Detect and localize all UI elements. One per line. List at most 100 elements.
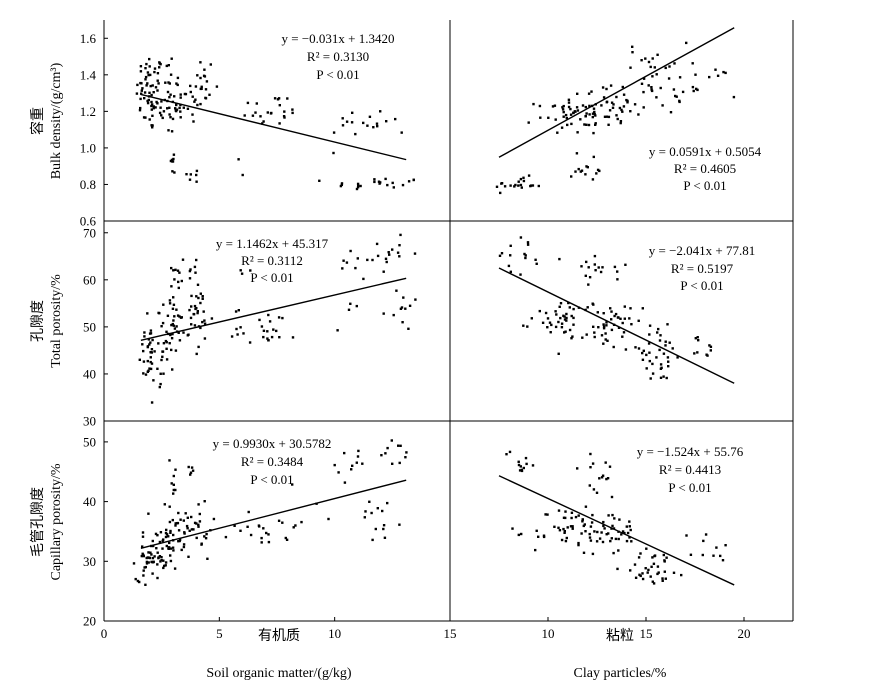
data-point xyxy=(520,532,523,536)
data-point xyxy=(631,45,634,48)
data-point xyxy=(546,326,549,329)
data-point xyxy=(584,105,587,109)
data-point xyxy=(646,571,649,574)
data-point xyxy=(145,84,148,87)
data-point xyxy=(633,563,637,566)
data-point xyxy=(168,459,171,462)
data-point xyxy=(143,335,146,338)
data-point xyxy=(170,57,173,60)
data-point xyxy=(530,317,533,320)
data-point xyxy=(600,334,604,337)
data-point xyxy=(612,345,615,349)
data-point xyxy=(507,264,511,268)
data-point xyxy=(650,89,654,93)
data-point xyxy=(629,110,632,113)
data-point xyxy=(182,331,185,334)
data-point xyxy=(150,560,153,564)
data-point xyxy=(675,95,678,98)
data-point xyxy=(198,512,201,516)
data-point xyxy=(668,65,671,68)
data-point xyxy=(147,338,151,341)
data-point xyxy=(610,310,613,313)
data-point xyxy=(589,539,593,542)
data-point xyxy=(172,319,175,322)
data-point xyxy=(565,312,568,316)
data-point xyxy=(581,104,585,107)
data-point xyxy=(239,529,242,532)
data-point xyxy=(535,262,538,265)
data-point xyxy=(361,462,364,465)
data-point xyxy=(633,103,637,106)
data-point xyxy=(576,131,579,134)
data-point xyxy=(520,469,524,473)
r2-label: R² = 0.4605 xyxy=(674,161,736,176)
data-point xyxy=(574,515,578,519)
data-point xyxy=(174,268,177,271)
data-point xyxy=(160,325,163,328)
data-point xyxy=(585,333,588,336)
data-point xyxy=(163,503,166,506)
data-point xyxy=(152,105,155,108)
data-point xyxy=(351,464,354,467)
data-point xyxy=(605,115,608,118)
data-point xyxy=(251,114,255,117)
data-point xyxy=(171,307,175,310)
data-point xyxy=(648,324,652,327)
data-point xyxy=(517,463,521,467)
data-point xyxy=(560,126,564,129)
data-point xyxy=(662,553,665,557)
data-point xyxy=(169,333,172,337)
data-point xyxy=(401,183,405,187)
data-point xyxy=(162,538,165,541)
data-point xyxy=(291,111,294,115)
data-point xyxy=(156,551,159,554)
data-point xyxy=(667,77,671,80)
data-point xyxy=(354,266,357,270)
x-tick-label: 5 xyxy=(216,626,223,641)
data-point xyxy=(186,527,189,530)
data-point xyxy=(557,526,560,529)
data-point xyxy=(201,320,204,324)
data-point xyxy=(202,310,205,313)
data-point xyxy=(498,254,502,257)
data-point xyxy=(160,559,163,562)
data-point xyxy=(588,532,591,536)
data-point xyxy=(384,257,388,260)
data-point xyxy=(511,527,514,530)
r2-label: R² = 0.3130 xyxy=(307,49,369,64)
r2-label: R² = 0.3112 xyxy=(241,253,303,268)
data-point xyxy=(291,483,294,486)
data-point xyxy=(186,516,189,519)
data-point xyxy=(604,332,607,335)
x-tick-label: 0 xyxy=(101,626,108,641)
data-point xyxy=(262,120,265,123)
data-point xyxy=(629,66,632,69)
x-tick-label: 20 xyxy=(738,626,751,641)
data-point xyxy=(161,350,164,353)
data-point xyxy=(564,539,568,543)
data-point xyxy=(587,92,591,95)
equation-label: y = 0.0591x + 0.5054 xyxy=(649,144,762,159)
data-point xyxy=(199,102,202,106)
data-point xyxy=(169,93,172,96)
r2-label: R² = 0.5197 xyxy=(671,261,734,276)
data-point xyxy=(208,93,211,96)
data-point xyxy=(656,572,659,576)
data-point xyxy=(582,551,586,554)
data-point xyxy=(522,179,526,183)
data-point xyxy=(165,347,168,350)
data-point xyxy=(204,537,208,540)
data-point xyxy=(526,325,529,328)
data-point xyxy=(156,72,160,75)
data-point xyxy=(205,532,208,536)
y-axis-label-en-row1: Total porosity/% xyxy=(49,274,64,368)
data-point xyxy=(162,342,166,345)
data-point xyxy=(134,577,137,581)
data-point xyxy=(519,236,523,239)
data-point xyxy=(655,73,658,76)
data-point xyxy=(647,568,650,572)
data-point xyxy=(623,317,626,320)
data-point xyxy=(666,356,670,359)
p-label: P < 0.01 xyxy=(680,278,723,293)
data-point xyxy=(625,539,629,543)
